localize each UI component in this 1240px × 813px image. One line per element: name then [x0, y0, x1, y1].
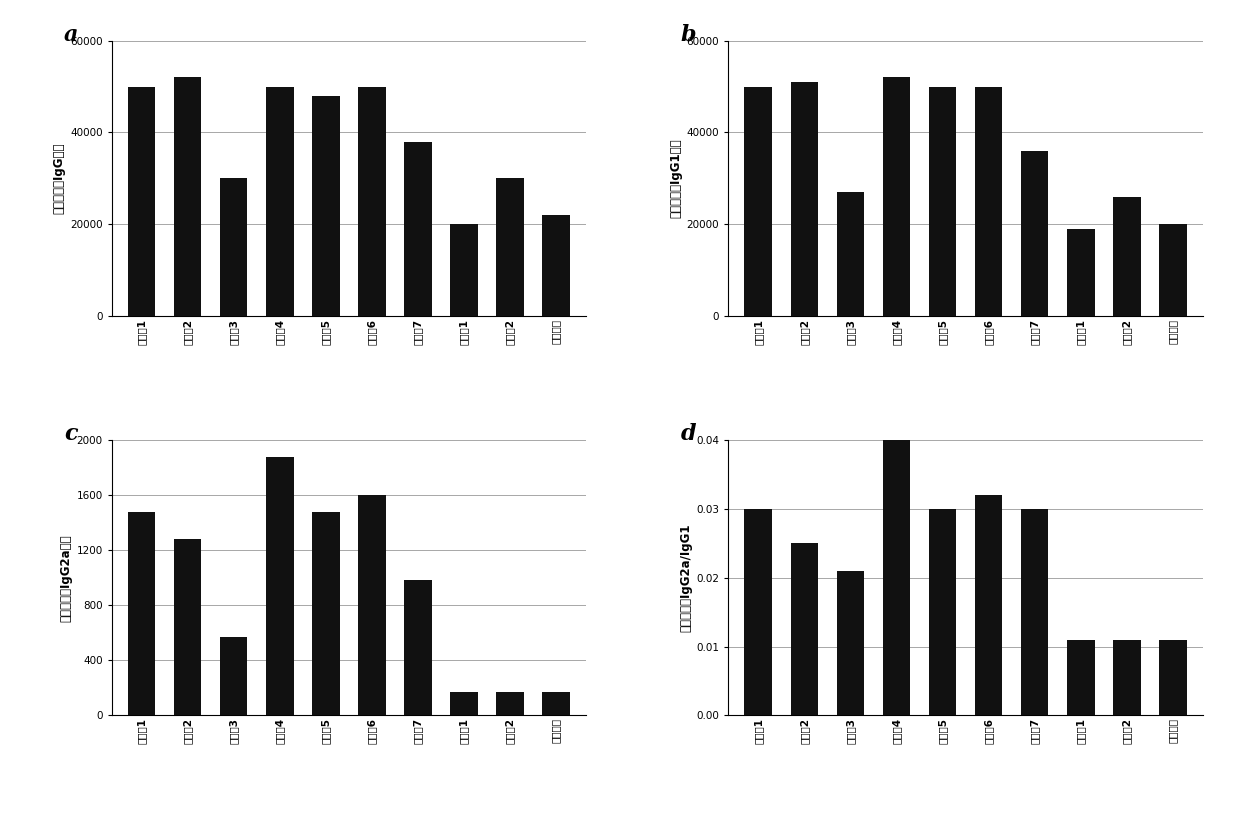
Bar — [929, 86, 956, 316]
Y-axis label: 多糖特异性IgG2a滴度: 多糖特异性IgG2a滴度 — [60, 534, 72, 622]
Bar — [1021, 509, 1049, 715]
Bar — [1021, 151, 1049, 316]
Bar — [791, 82, 818, 316]
Bar — [1114, 640, 1141, 715]
Y-axis label: 多糖特异性IgG2a/IgG1: 多糖特异性IgG2a/IgG1 — [680, 524, 692, 632]
Bar — [837, 192, 864, 316]
Bar — [542, 215, 570, 316]
Bar — [975, 495, 1002, 715]
Bar — [883, 440, 910, 715]
Bar — [219, 637, 248, 715]
Bar — [174, 77, 201, 316]
Bar — [358, 495, 386, 715]
Bar — [174, 539, 201, 715]
Bar — [312, 96, 340, 316]
Bar — [128, 86, 155, 316]
Text: c: c — [64, 424, 78, 446]
Bar — [128, 511, 155, 715]
Bar — [1066, 640, 1095, 715]
Bar — [450, 224, 477, 316]
Y-axis label: 多糖特异性IgG滴度: 多糖特异性IgG滴度 — [53, 142, 66, 214]
Bar — [744, 86, 773, 316]
Text: d: d — [681, 424, 697, 446]
Bar — [265, 457, 294, 715]
Bar — [975, 86, 1002, 316]
Text: b: b — [681, 24, 697, 46]
Bar — [542, 692, 570, 715]
Text: a: a — [64, 24, 78, 46]
Bar — [404, 580, 432, 715]
Bar — [219, 178, 248, 316]
Bar — [1066, 228, 1095, 316]
Bar — [1159, 224, 1187, 316]
Bar — [883, 77, 910, 316]
Bar — [496, 178, 523, 316]
Bar — [1159, 640, 1187, 715]
Bar — [496, 692, 523, 715]
Bar — [358, 86, 386, 316]
Bar — [929, 509, 956, 715]
Bar — [791, 543, 818, 715]
Bar — [1114, 197, 1141, 316]
Bar — [837, 571, 864, 715]
Bar — [404, 141, 432, 316]
Bar — [265, 86, 294, 316]
Bar — [744, 509, 773, 715]
Bar — [450, 692, 477, 715]
Y-axis label: 多糖特异性IgG1滴度: 多糖特异性IgG1滴度 — [670, 138, 682, 218]
Bar — [312, 511, 340, 715]
